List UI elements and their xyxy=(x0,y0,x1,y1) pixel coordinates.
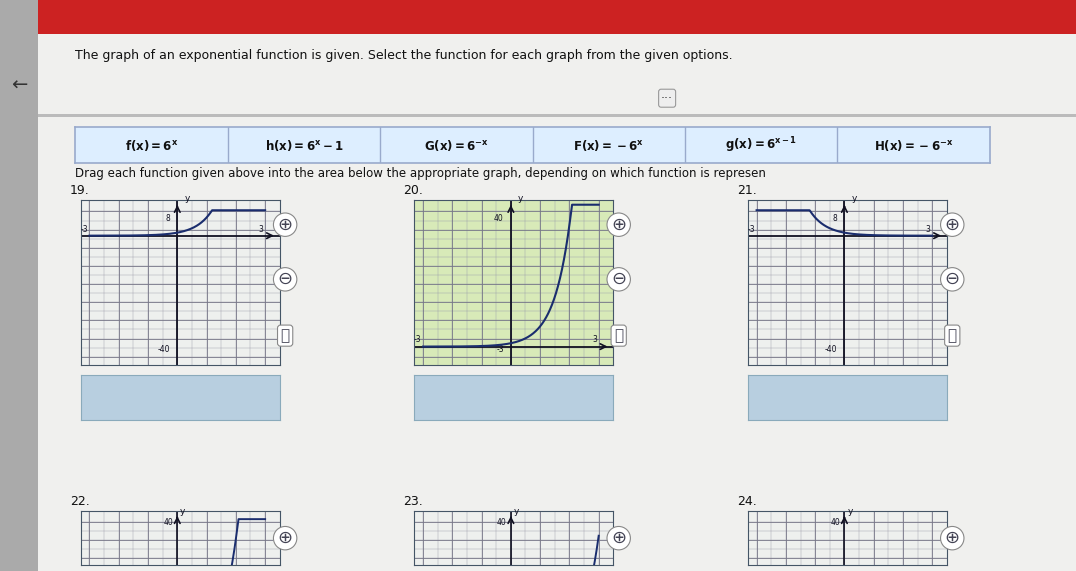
Text: x: x xyxy=(945,224,949,233)
Text: $\mathbf{F(x)=-6^x}$: $\mathbf{F(x)=-6^x}$ xyxy=(574,138,645,152)
Text: 19.: 19. xyxy=(70,184,89,197)
Text: ⧉: ⧉ xyxy=(614,328,623,343)
Text: ⊕: ⊕ xyxy=(611,529,626,547)
Text: ⧉: ⧉ xyxy=(281,328,289,343)
Text: -40: -40 xyxy=(158,345,170,354)
Text: ⊕: ⊕ xyxy=(945,216,960,234)
Text: ⊕: ⊕ xyxy=(278,216,293,234)
Text: y: y xyxy=(518,194,523,203)
Text: 40: 40 xyxy=(164,518,173,528)
Text: 23.: 23. xyxy=(404,495,423,508)
Text: -3: -3 xyxy=(748,224,755,234)
Text: Drag each function given above into the area below the appropriate graph, depend: Drag each function given above into the … xyxy=(75,167,766,180)
Text: -40: -40 xyxy=(825,345,837,354)
Text: 22.: 22. xyxy=(70,495,89,508)
Text: ⊕: ⊕ xyxy=(611,216,626,234)
Text: 3: 3 xyxy=(926,224,931,234)
Text: $\mathbf{G(x)=6^{-x}}$: $\mathbf{G(x)=6^{-x}}$ xyxy=(424,138,489,152)
Text: ⊖: ⊖ xyxy=(945,270,960,288)
Text: 40: 40 xyxy=(497,518,507,528)
Text: The graph of an exponential function is given. Select the function for each grap: The graph of an exponential function is … xyxy=(75,49,733,62)
Text: -3: -3 xyxy=(81,224,88,234)
Text: x: x xyxy=(278,224,282,233)
Text: $\mathbf{f(x)=6^x}$: $\mathbf{f(x)=6^x}$ xyxy=(125,138,179,152)
Text: 8: 8 xyxy=(833,214,837,223)
Text: ⧉: ⧉ xyxy=(948,328,957,343)
Text: 8: 8 xyxy=(166,214,170,223)
Text: 24.: 24. xyxy=(737,495,756,508)
Text: y: y xyxy=(181,507,185,516)
Text: ⊖: ⊖ xyxy=(611,270,626,288)
Text: x: x xyxy=(611,335,615,344)
Text: 40: 40 xyxy=(831,518,840,528)
Text: $\mathbf{g(x)=6^{x-1}}$: $\mathbf{g(x)=6^{x-1}}$ xyxy=(725,135,797,155)
Text: y: y xyxy=(513,507,519,516)
Text: ⊖: ⊖ xyxy=(278,270,293,288)
Text: 40: 40 xyxy=(494,214,504,223)
Text: ⊕: ⊕ xyxy=(278,529,293,547)
Text: -3: -3 xyxy=(496,345,504,354)
Text: y: y xyxy=(851,194,856,203)
Text: ⊕: ⊕ xyxy=(945,529,960,547)
Text: 20.: 20. xyxy=(404,184,423,197)
Text: 3: 3 xyxy=(593,335,597,344)
Text: 3: 3 xyxy=(259,224,264,234)
Text: y: y xyxy=(847,507,852,516)
Text: ···: ··· xyxy=(661,92,674,104)
Text: y: y xyxy=(184,194,189,203)
Text: 21.: 21. xyxy=(737,184,756,197)
Text: -3: -3 xyxy=(414,335,422,344)
Text: ←: ← xyxy=(11,76,27,95)
Text: $\mathbf{h(x)=6^x-1}$: $\mathbf{h(x)=6^x-1}$ xyxy=(265,138,343,152)
Text: $\mathbf{H(x)=-6^{-x}}$: $\mathbf{H(x)=-6^{-x}}$ xyxy=(874,138,953,152)
